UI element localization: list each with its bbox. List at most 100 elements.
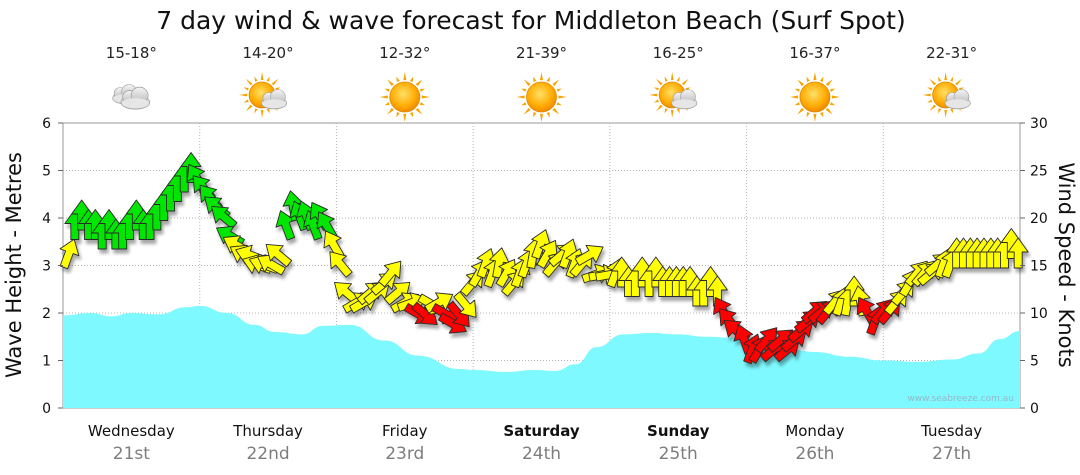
wind-arrow — [210, 205, 238, 230]
y-axis-right-label: Wind Speed - Knots — [1054, 162, 1078, 367]
sun-ray — [396, 76, 400, 82]
sun-ray — [813, 72, 817, 81]
wind-arrow — [265, 243, 293, 268]
sun-ray — [521, 102, 527, 106]
sun-ray — [655, 104, 663, 112]
day-name: Saturday — [503, 422, 580, 440]
sunny-icon — [789, 72, 840, 122]
y-tick-right: 30 — [1030, 116, 1048, 132]
sun-ray — [266, 108, 270, 114]
partly-cloudy-icon — [649, 72, 698, 118]
sun-ray — [649, 93, 658, 97]
temperature-range: 21-39° — [516, 44, 567, 62]
sun-ray — [533, 112, 537, 118]
wind-arrows — [59, 152, 1029, 365]
sun-ray — [789, 95, 798, 99]
wave-height-area — [63, 305, 1020, 408]
y-tick-right: 10 — [1030, 306, 1048, 322]
sun-ray — [937, 108, 942, 114]
y-tick-left: 1 — [42, 354, 51, 370]
sun-ray — [403, 72, 407, 81]
sunny-icon — [379, 72, 430, 122]
y-tick-right: 25 — [1030, 164, 1048, 180]
sun-ray — [825, 79, 833, 87]
sun-ray — [929, 78, 937, 86]
sun-shape — [789, 72, 840, 122]
sun-ray — [516, 95, 525, 99]
sun-ray — [271, 78, 279, 86]
day-date: 22nd — [246, 444, 289, 464]
chart-title: 7 day wind & wave forecast for Middleton… — [156, 6, 905, 35]
y-tick-right: 5 — [1030, 354, 1039, 370]
sun-ray — [670, 72, 674, 81]
sun-ray — [384, 102, 390, 106]
sun-ray — [546, 112, 550, 118]
y-tick-right: 20 — [1030, 211, 1048, 227]
cloud-fill — [262, 99, 287, 109]
sun-ray — [819, 112, 824, 118]
wind-arrow — [329, 251, 353, 278]
sun-disc — [389, 81, 421, 113]
sun-ray — [950, 108, 954, 114]
day-date: 27th — [932, 444, 971, 464]
sun-ray — [254, 76, 258, 82]
sun-ray — [243, 99, 249, 103]
sun-ray — [829, 88, 836, 92]
wind-arrow — [59, 238, 80, 270]
sun-ray — [794, 88, 800, 92]
sun-ray — [379, 95, 388, 99]
day-date: 23rd — [385, 444, 424, 464]
day-name: Wednesday — [88, 422, 175, 440]
y-tick-left: 5 — [42, 164, 51, 180]
sun-ray — [653, 87, 659, 91]
sun-ray — [387, 107, 394, 115]
sun-ray — [387, 79, 394, 87]
sun-ray — [664, 76, 668, 82]
sun-ray — [415, 107, 423, 115]
wind-arrow — [378, 260, 402, 288]
sun-ray — [927, 87, 933, 91]
sun-disc — [526, 81, 557, 113]
sun-ray — [829, 102, 836, 106]
temperature-range: 15-18° — [106, 44, 157, 62]
day-date: 21st — [113, 444, 150, 464]
wave-area — [63, 305, 1020, 408]
sun-ray — [239, 93, 248, 97]
wind-arrow — [1007, 237, 1029, 269]
sun-disc — [799, 81, 831, 113]
day-name: Thursday — [232, 422, 303, 440]
temperature-range: 12-32° — [379, 44, 430, 62]
sun-ray — [415, 79, 423, 87]
temperature-range: 16-25° — [653, 44, 704, 62]
sun-ray — [539, 113, 544, 122]
y-tick-left: 0 — [42, 401, 51, 417]
sun-ray — [552, 79, 560, 87]
sun-ray — [260, 109, 264, 118]
sun-ray — [245, 104, 253, 112]
cloud-shape — [120, 86, 151, 110]
sun-ray — [521, 88, 527, 92]
day-name: Monday — [785, 422, 844, 440]
sun-ray — [831, 95, 840, 99]
cloud-fill — [945, 99, 970, 109]
sun-ray — [396, 112, 400, 118]
watermark: www.seabreeze.com.au — [907, 394, 1014, 404]
y-tick-left: 2 — [42, 306, 51, 322]
cloud-shape — [944, 89, 971, 110]
day-date: 25th — [659, 444, 698, 464]
sun-ray — [806, 76, 810, 82]
sun-ray — [819, 76, 824, 82]
partly-cloudy-icon — [239, 72, 288, 118]
sun-ray — [676, 108, 680, 114]
sun-ray — [806, 112, 810, 118]
sun-ray — [245, 78, 253, 86]
sun-ray — [944, 109, 947, 118]
cloudy-icon — [112, 84, 151, 110]
day-name: Friday — [382, 422, 428, 440]
sun-ray — [523, 79, 531, 87]
day-name: Tuesday — [920, 422, 982, 440]
day-date: 26th — [795, 444, 834, 464]
weather-row: 15-18° 14-20° 12-32° 21-39° 16-25° 16-37° 22-3… — [106, 44, 977, 122]
cloud-fill — [121, 98, 149, 109]
